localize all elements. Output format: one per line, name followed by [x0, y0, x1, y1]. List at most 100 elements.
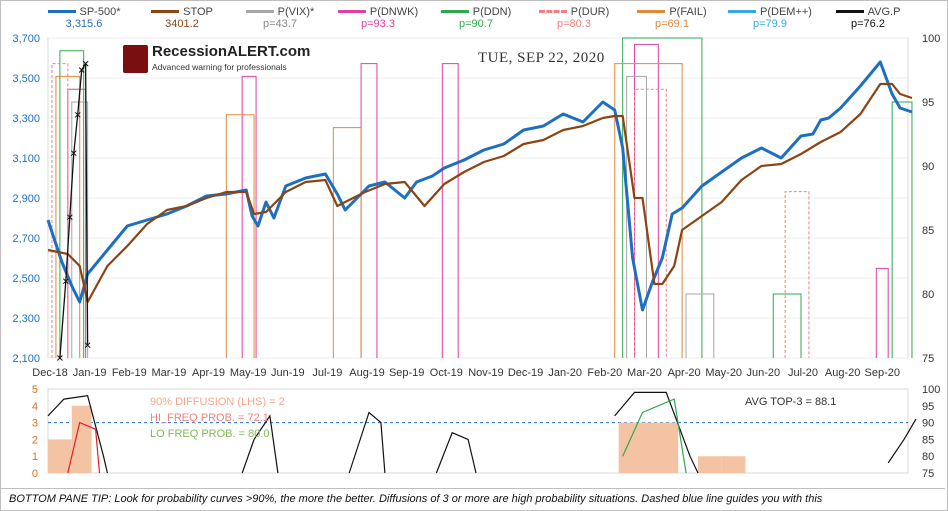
bottom-y-left-tick: 5 [32, 385, 38, 396]
legend-name: P(DNWK) [369, 6, 419, 18]
legend-name: P(FAIL) [669, 6, 707, 18]
probability-trace [772, 293, 802, 358]
avg-p-marker [66, 214, 73, 221]
bottom-probability-curve [348, 411, 386, 474]
x-tick: Jan-20 [548, 367, 582, 379]
series-stop [47, 82, 913, 304]
probability-trace [441, 63, 459, 358]
probability-trace [332, 127, 362, 358]
avg-p-marker [78, 67, 85, 73]
legend-value: p=69.1 [655, 18, 689, 30]
probability-trace [622, 37, 703, 358]
probability-trace [685, 293, 715, 358]
bottom-y-right-tick: 95 [922, 401, 934, 413]
x-tick: Nov-19 [468, 367, 503, 379]
x-tick: Apr-19 [192, 367, 225, 379]
legend-item: P(DNWK) p=93.3 [336, 6, 420, 30]
y-right-tick: 75 [922, 353, 934, 365]
y-right-tick: 95 [922, 97, 934, 109]
legend-item: P(FAIL) p=69.1 [630, 6, 714, 30]
bottom-y-right-tick: 75 [922, 468, 934, 480]
series-sp-500- [46, 60, 913, 312]
x-tick: Jun-20 [747, 367, 781, 379]
top-chart: 2,100 2,300 2,500 2,700 2,900 3,100 3,300 3,500… [12, 33, 940, 379]
x-tick: Aug-20 [825, 367, 860, 379]
avg-p-marker [57, 355, 63, 361]
legend-value: 3,315.6 [65, 18, 103, 30]
probability-trace [241, 75, 257, 358]
bottom-chart: 0 1 2 3 4 5 75 80 85 90 95 100 90% DIFFUSION (LHS) =… [32, 385, 940, 480]
legend-name: P(DUR) [570, 6, 610, 18]
legend-name: P(DEM++) [760, 6, 812, 18]
bottom-y-left-tick: 1 [32, 451, 38, 463]
legend-value: p=93.3 [361, 18, 395, 30]
legend-item: P(DEM++) p=79.9 [728, 6, 812, 30]
y-left-tick: 3,100 [12, 153, 40, 165]
probability-trace [360, 63, 378, 358]
bottom-annotation: HI_FREQ PROB. = 72.1 [150, 412, 269, 424]
bottom-annotation: LO FREQ PROB. = 80.0 [150, 428, 270, 440]
legend-name: P(DDN) [472, 6, 512, 18]
x-tick: Aug-19 [349, 367, 384, 379]
legend-item: P(DUR) p=80.3 [532, 6, 616, 30]
legend-swatch [337, 10, 366, 14]
legend-swatch [47, 10, 76, 14]
y-left-tick: 3,500 [12, 73, 40, 85]
bottom-y-left-tick: 3 [32, 418, 38, 430]
y-left-tick: 2,500 [12, 273, 40, 285]
bottom-probability-curve [67, 421, 101, 474]
logo: RecessionALERT.com Advanced warning for … [123, 43, 310, 77]
legend-value: p=79.9 [753, 18, 787, 30]
bottom-y-left-tick: 0 [32, 468, 38, 480]
logo-mark-icon [123, 45, 148, 73]
x-tick: Feb-20 [587, 367, 622, 379]
legend-item: AVG.P p=76.2 [826, 6, 910, 30]
x-tick: Jul-19 [312, 367, 342, 379]
bottom-y-right-tick: 80 [922, 451, 934, 463]
x-tick: Sep-20 [865, 367, 900, 379]
probability-trace [891, 101, 913, 358]
y-left-tick: 2,100 [12, 353, 40, 365]
avg-p-marker [82, 60, 89, 67]
legend-swatch [835, 10, 864, 14]
bottom-probability-curve [47, 395, 108, 474]
legend-swatch [151, 10, 180, 14]
y-right-tick: 100 [922, 33, 940, 45]
bottom-tip: BOTTOM PANE TIP: Look for probability cu… [1, 488, 945, 508]
bottom-probability-curve [435, 431, 477, 474]
x-tick: Jun-19 [271, 367, 305, 379]
date-label: TUE, SEP 22, 2020 [478, 50, 605, 66]
y-right-tick: 85 [922, 225, 934, 237]
x-tick: Feb-19 [112, 367, 147, 379]
bottom-y-right-tick: 90 [922, 418, 934, 430]
x-tick: May-20 [705, 367, 742, 379]
x-tick: Dec-19 [508, 367, 543, 379]
x-tick: Mar-20 [627, 367, 662, 379]
legend-value: 3401.2 [165, 18, 199, 30]
legend-value: p=76.2 [851, 18, 885, 30]
probability-trace [784, 191, 810, 358]
legend-value: p=90.7 [459, 18, 493, 30]
legend-swatch [440, 10, 469, 14]
probability-trace [875, 267, 889, 358]
legend-swatch [637, 10, 666, 14]
diffusion-bar [48, 439, 72, 473]
y-left-tick: 2,700 [12, 233, 40, 245]
y-left-tick: 3,700 [12, 33, 40, 45]
legend-swatch [245, 10, 274, 14]
diffusion-bar [618, 422, 679, 473]
legend-value: p=43.7 [263, 18, 297, 30]
bottom-plot-area [47, 388, 909, 474]
probability-trace [59, 50, 85, 358]
avg-p-marker [74, 111, 81, 118]
x-tick: Sep-19 [389, 367, 424, 379]
bottom-annotation: 90% DIFFUSION (LHS) = 2 [150, 396, 285, 408]
y-left-tick: 2,300 [12, 313, 40, 325]
x-tick: Oct-19 [430, 367, 463, 379]
y-right-tick: 80 [922, 289, 934, 301]
bottom-probability-curve [614, 391, 699, 474]
legend-name: STOP [183, 6, 213, 18]
avg-p-marker [62, 278, 69, 285]
probability-trace [225, 114, 255, 358]
y-left-tick: 2,900 [12, 193, 40, 205]
